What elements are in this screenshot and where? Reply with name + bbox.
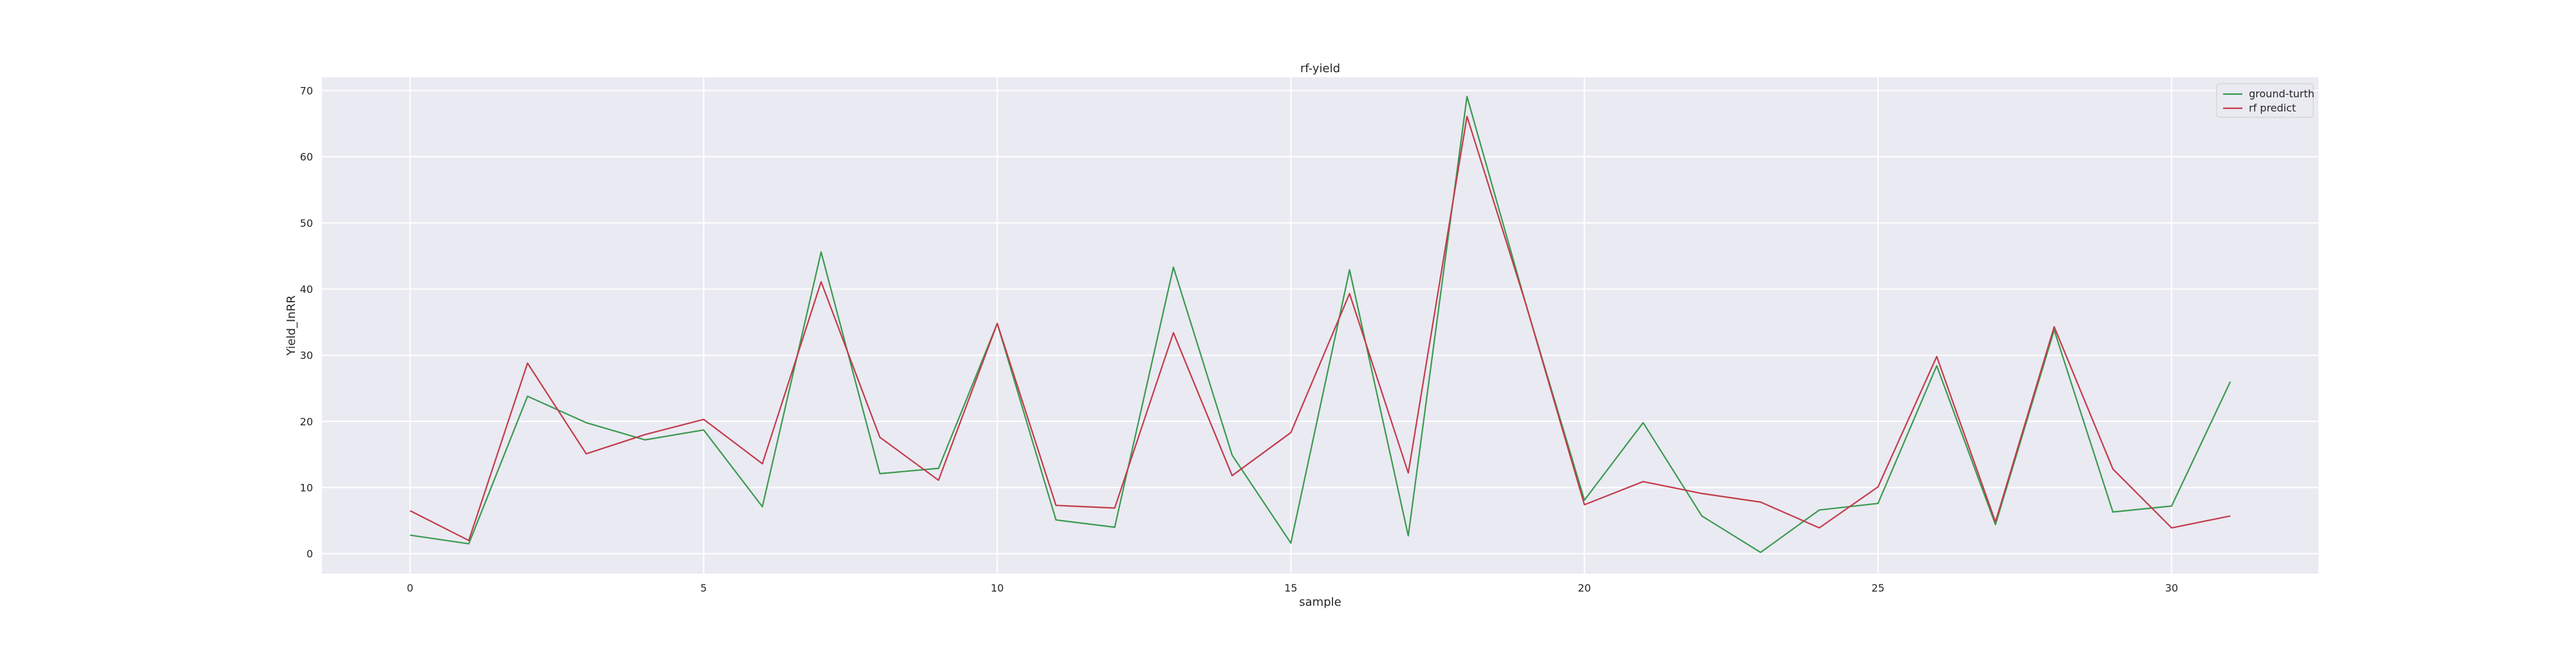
x-tick-label: 10 (990, 582, 1003, 594)
plot-background (322, 77, 2318, 574)
legend-label: rf predict (2249, 102, 2296, 114)
series-line-rf-predict (410, 115, 2231, 541)
y-axis-title: Yield_InRR (285, 295, 298, 356)
x-tick-label: 25 (1871, 582, 1884, 594)
x-axis-title: sample (1299, 595, 1341, 609)
y-tick-label: 40 (300, 284, 313, 296)
x-tick-label: 0 (407, 582, 413, 594)
y-tick-label: 60 (300, 151, 313, 163)
y-tick-label: 70 (300, 85, 313, 97)
y-tick-label: 50 (300, 217, 313, 229)
y-tick-label: 20 (300, 416, 313, 428)
series-line-ground-turth (410, 95, 2231, 554)
y-tick-label: 30 (300, 349, 313, 362)
grid-layer (322, 77, 2318, 574)
legend: ground-turth rf predict (2216, 83, 2315, 118)
y-tick-label: 0 (307, 548, 313, 560)
series-layer (410, 95, 2231, 554)
x-tick-label: 30 (2165, 582, 2178, 594)
chart-title: rf-yield (1300, 62, 1340, 75)
x-tick-label: 5 (701, 582, 707, 594)
x-tick-label: 20 (1578, 582, 1591, 594)
tick-layer: 0 5 10 15 20 25 30 0 10 20 30 40 50 60 70 (300, 85, 2179, 594)
legend-label: ground-turth (2249, 88, 2315, 100)
x-tick-label: 15 (1284, 582, 1297, 594)
y-tick-label: 10 (300, 482, 313, 494)
